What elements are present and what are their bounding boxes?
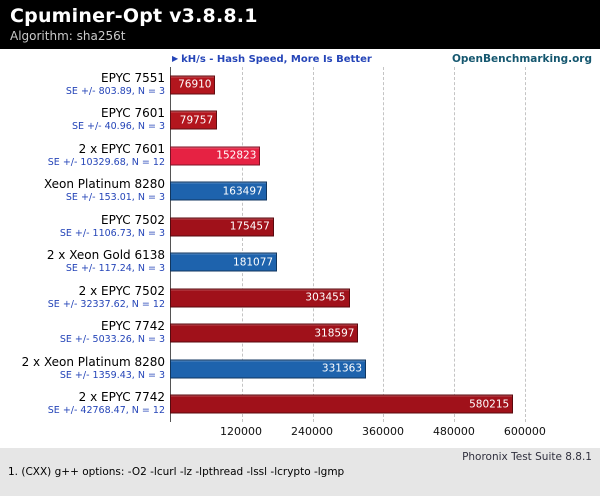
x-tick-label: 360000 — [361, 425, 404, 438]
chart-subtitle: Algorithm: sha256t — [10, 29, 126, 43]
bar-track: 181077 — [170, 245, 590, 281]
bar-row: Xeon Platinum 8280 SE +/- 153.01, N = 3 16… — [0, 174, 600, 210]
result-identifier: EPYC 7601 — [101, 106, 165, 121]
result-bar: 152823 — [170, 146, 261, 166]
x-tick-label: 120000 — [219, 425, 262, 438]
bar-labels: EPYC 7742 SE +/- 5033.26, N = 3 — [0, 320, 170, 346]
bar-value: 331363 — [321, 362, 363, 375]
gridline — [525, 67, 527, 422]
gridline-layer — [170, 67, 590, 422]
standard-error-label: SE +/- 42768.47, N = 12 — [47, 405, 165, 417]
result-identifier: 2 x Xeon Platinum 8280 — [21, 354, 165, 369]
x-axis-tick-labels: 120000 240000 360000 480000 600000 — [170, 424, 590, 440]
standard-error-label: SE +/- 32337.62, N = 12 — [47, 298, 165, 310]
standard-error-label: SE +/- 40.96, N = 3 — [71, 121, 165, 133]
standard-error-label: SE +/- 153.01, N = 3 — [65, 192, 165, 204]
bar-value: 318597 — [314, 327, 355, 340]
bar-value: 175457 — [229, 220, 270, 233]
bar-labels: EPYC 7551 SE +/- 803.89, N = 3 — [0, 70, 170, 98]
bar-value: 303455 — [305, 291, 346, 304]
title-block: Cpuminer-Opt v3.8.8.1 Algorithm: sha256t — [0, 0, 600, 49]
gridline — [383, 67, 385, 422]
bar-value: 163497 — [222, 185, 263, 198]
bar-track: 580215 — [170, 387, 590, 423]
result-bar: 303455 — [170, 288, 350, 308]
x-tick-label: 480000 — [432, 425, 475, 438]
standard-error-label: SE +/- 1106.73, N = 3 — [59, 227, 165, 239]
gridline — [241, 67, 243, 422]
bar-track: 76910 — [170, 67, 590, 103]
chart-meta-row: ▶ kH/s - Hash Speed, More Is Better OpenB… — [0, 49, 600, 67]
bar-labels: 2 x EPYC 7601 SE +/- 10329.68, N = 12 — [0, 141, 170, 169]
result-bar: 580215 — [170, 394, 514, 414]
bar-row: 2 x EPYC 7502 SE +/- 32337.62, N = 12 3034… — [0, 280, 600, 316]
bar-labels: 2 x Xeon Platinum 8280 SE +/- 1359.43, N … — [0, 354, 170, 382]
result-identifier: 2 x EPYC 7502 — [78, 283, 165, 298]
bar-value: 152823 — [216, 149, 257, 162]
standard-error-label: SE +/- 1359.43, N = 3 — [59, 369, 165, 381]
result-bar: 76910 — [170, 75, 216, 95]
result-bar: 181077 — [170, 252, 278, 272]
gridline — [312, 67, 314, 422]
bar-rows: EPYC 7551 SE +/- 803.89, N = 3 76910 EPYC 7… — [0, 67, 600, 422]
bar-labels: EPYC 7502 SE +/- 1106.73, N = 3 — [0, 212, 170, 240]
bar-track: 303455 — [170, 280, 590, 316]
chart-title: Cpuminer-Opt v3.8.8.1 — [10, 5, 258, 27]
bar-track: 79757 — [170, 103, 590, 139]
bar-row: 2 x EPYC 7742 SE +/- 42768.47, N = 12 5802… — [0, 387, 600, 423]
bar-labels: 2 x EPYC 7502 SE +/- 32337.62, N = 12 — [0, 283, 170, 311]
standard-error-label: SE +/- 803.89, N = 3 — [65, 85, 165, 97]
value-axis-caption: ▶ kH/s - Hash Speed, More Is Better — [172, 54, 372, 65]
x-tick-label: 240000 — [290, 425, 333, 438]
standard-error-label: SE +/- 10329.68, N = 12 — [47, 156, 165, 168]
result-identifier: 2 x Xeon Gold 6138 — [46, 248, 165, 263]
standard-error-label: SE +/- 5033.26, N = 3 — [59, 334, 165, 346]
result-bar: 175457 — [170, 217, 274, 237]
bar-value: 580215 — [469, 398, 510, 411]
bar-track: 318597 — [170, 316, 590, 352]
bar-value: 76910 — [178, 78, 212, 91]
result-identifier: Xeon Platinum 8280 — [43, 177, 165, 192]
value-axis-caption-text: kH/s - Hash Speed, More Is Better — [181, 53, 372, 65]
bar-row: EPYC 7601 SE +/- 40.96, N = 3 79757 — [0, 103, 600, 139]
bar-value: 79757 — [179, 114, 214, 127]
result-bar: 318597 — [170, 323, 359, 343]
suite-version: Phoronix Test Suite 8.8.1 — [462, 451, 592, 463]
bar-row: EPYC 7502 SE +/- 1106.73, N = 3 175457 — [0, 209, 600, 245]
x-tick-label: 600000 — [503, 425, 546, 438]
bar-labels: 2 x EPYC 7742 SE +/- 42768.47, N = 12 — [0, 391, 170, 417]
result-bar: 331363 — [170, 359, 367, 379]
bar-track: 175457 — [170, 209, 590, 245]
result-identifier: EPYC 7502 — [101, 212, 165, 227]
result-bar: 163497 — [170, 181, 267, 201]
result-identifier: 2 x EPYC 7601 — [78, 141, 165, 156]
standard-error-label: SE +/- 117.24, N = 3 — [65, 263, 165, 275]
footer: Phoronix Test Suite 8.8.1 1. (CXX) g++ o… — [0, 448, 600, 496]
result-identifier: EPYC 7551 — [101, 70, 165, 85]
bar-row: 2 x EPYC 7601 SE +/- 10329.68, N = 12 1528… — [0, 138, 600, 174]
result-identifier: EPYC 7742 — [101, 319, 165, 334]
bar-labels: 2 x Xeon Gold 6138 SE +/- 117.24, N = 3 — [0, 249, 170, 275]
bar-track: 152823 — [170, 138, 590, 174]
bar-row: 2 x Xeon Platinum 8280 SE +/- 1359.43, N … — [0, 351, 600, 387]
result-bar: 79757 — [170, 110, 218, 130]
bar-labels: EPYC 7601 SE +/- 40.96, N = 3 — [0, 107, 170, 133]
bar-track: 331363 — [170, 351, 590, 387]
bar-track: 163497 — [170, 174, 590, 210]
play-arrow-icon: ▶ — [172, 53, 179, 63]
compiler-options-note: 1. (CXX) g++ options: -O2 -lcurl -lz -lp… — [8, 466, 345, 478]
plot-area: EPYC 7551 SE +/- 803.89, N = 3 76910 EPYC 7… — [0, 67, 600, 422]
bar-value: 181077 — [233, 256, 274, 269]
gridline — [454, 67, 456, 422]
bar-row: EPYC 7742 SE +/- 5033.26, N = 3 318597 — [0, 316, 600, 352]
openbenchmarking-watermark: OpenBenchmarking.org — [451, 53, 592, 65]
bar-labels: Xeon Platinum 8280 SE +/- 153.01, N = 3 — [0, 178, 170, 204]
result-identifier: 2 x EPYC 7742 — [78, 390, 165, 405]
bar-row: EPYC 7551 SE +/- 803.89, N = 3 76910 — [0, 67, 600, 103]
bar-row: 2 x Xeon Gold 6138 SE +/- 117.24, N = 3 18… — [0, 245, 600, 281]
